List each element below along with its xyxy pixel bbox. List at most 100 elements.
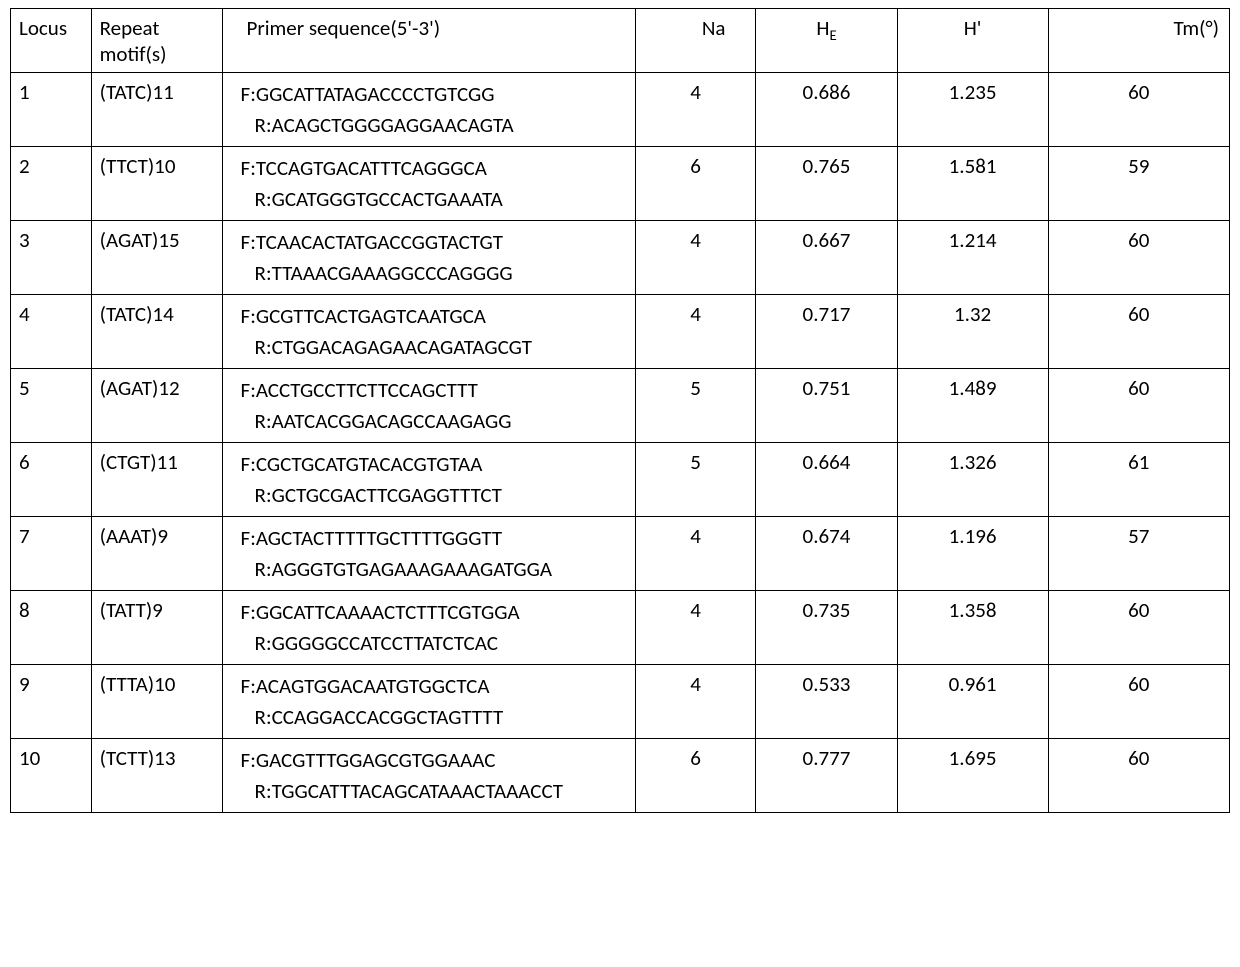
- col-header-na: Na: [635, 9, 756, 73]
- col-header-he: HE: [756, 9, 897, 73]
- primer-reverse: R:GCTGCGACTTCGAGGTTTCT: [241, 480, 627, 512]
- cell-motif: (AGAT)12: [91, 368, 222, 442]
- cell-hp: 1.214: [897, 220, 1048, 294]
- cell-motif: (TATT)9: [91, 590, 222, 664]
- col-header-motif-line2: motif(s): [100, 41, 167, 67]
- cell-primer: F:TCCAGTGACATTTCAGGGCA R:GCATGGGTGCCACTGA…: [222, 146, 635, 220]
- cell-he: 0.686: [756, 72, 897, 146]
- cell-he: 0.674: [756, 516, 897, 590]
- cell-hp: 1.695: [897, 738, 1048, 812]
- primer-reverse: R:TGGCATTTACAGCATAAACTAAACCT: [241, 776, 627, 808]
- cell-na: 4: [635, 220, 756, 294]
- cell-primer: F:GGCATTATAGACCCCTGTCGG R:ACAGCTGGGGAGGAA…: [222, 72, 635, 146]
- cell-motif: (TTCT)10: [91, 146, 222, 220]
- cell-he: 0.667: [756, 220, 897, 294]
- primer-reverse: R:TTAAACGAAAGGCCCAGGGG: [241, 258, 627, 290]
- primer-table: Locus Repeat motif(s) Primer sequence(5'…: [10, 8, 1230, 813]
- cell-na: 5: [635, 442, 756, 516]
- cell-locus: 4: [11, 294, 92, 368]
- cell-tm: 60: [1048, 368, 1229, 442]
- cell-motif: (AAAT)9: [91, 516, 222, 590]
- primer-forward: F:CGCTGCATGTACACGTGTAA: [241, 451, 483, 477]
- primer-reverse: R:CCAGGACCACGGCTAGTTTT: [241, 702, 627, 734]
- cell-primer: F:GGCATTCAAAACTCTTTCGTGGA R:GGGGGCCATCCTT…: [222, 590, 635, 664]
- primer-reverse: R:ACAGCTGGGGAGGAACAGTA: [241, 110, 627, 142]
- cell-na: 4: [635, 516, 756, 590]
- table-row: 9(TTTA)10 F:ACAGTGGACAATGTGGCTCA R:CCAGGAC…: [11, 664, 1230, 738]
- cell-hp: 1.358: [897, 590, 1048, 664]
- cell-locus: 8: [11, 590, 92, 664]
- primer-reverse: R:GGGGGCCATCCTTATCTCAC: [241, 628, 627, 660]
- cell-hp: 1.196: [897, 516, 1048, 590]
- cell-he: 0.765: [756, 146, 897, 220]
- col-header-motif: Repeat motif(s): [91, 9, 222, 73]
- cell-na: 6: [635, 146, 756, 220]
- cell-tm: 60: [1048, 664, 1229, 738]
- cell-locus: 1: [11, 72, 92, 146]
- cell-tm: 60: [1048, 220, 1229, 294]
- cell-na: 5: [635, 368, 756, 442]
- primer-reverse: R:AGGGTGTGAGAAAGAAAGATGGA: [241, 554, 627, 586]
- cell-na: 4: [635, 294, 756, 368]
- cell-primer: F:TCAACACTATGACCGGTACTGT R:TTAAACGAAAGGCC…: [222, 220, 635, 294]
- cell-hp: 1.581: [897, 146, 1048, 220]
- table-header-row: Locus Repeat motif(s) Primer sequence(5'…: [11, 9, 1230, 73]
- cell-tm: 61: [1048, 442, 1229, 516]
- primer-forward: F:ACAGTGGACAATGTGGCTCA: [241, 673, 490, 699]
- cell-locus: 9: [11, 664, 92, 738]
- primer-forward: F:GGCATTCAAAACTCTTTCGTGGA: [241, 599, 520, 625]
- cell-primer: F:GACGTTTGGAGCGTGGAAAC R:TGGCATTTACAGCATA…: [222, 738, 635, 812]
- col-header-motif-line1: Repeat: [100, 15, 160, 41]
- primer-forward: F:ACCTGCCTTCTTCCAGCTTT: [241, 377, 478, 403]
- table-row: 10(TCTT)13 F:GACGTTTGGAGCGTGGAAAC R:TGGCAT…: [11, 738, 1230, 812]
- col-header-tm: Tm(°): [1048, 9, 1229, 73]
- cell-hp: 1.32: [897, 294, 1048, 368]
- primer-reverse: R:GCATGGGTGCCACTGAAATA: [241, 184, 627, 216]
- cell-na: 4: [635, 590, 756, 664]
- table-row: 2(TTCT)10F:TCCAGTGACATTTCAGGGCAR:GCATGGG…: [11, 146, 1230, 220]
- cell-na: 4: [635, 72, 756, 146]
- table-row: 5(AGAT)12F:ACCTGCCTTCTTCCAGCTTTR:AATCACG…: [11, 368, 1230, 442]
- primer-forward: F:TCAACACTATGACCGGTACTGT: [241, 229, 503, 255]
- table-row: 8(TATT)9 F:GGCATTCAAAACTCTTTCGTGGA R:GGGGG…: [11, 590, 1230, 664]
- primer-forward: F:GACGTTTGGAGCGTGGAAAC: [241, 747, 496, 773]
- cell-hp: 1.489: [897, 368, 1048, 442]
- cell-na: 4: [635, 664, 756, 738]
- table-row: 4(TATC)14F:GCGTTCACTGAGTCAATGCAR:CTGGACA…: [11, 294, 1230, 368]
- cell-primer: F:ACCTGCCTTCTTCCAGCTTT R:AATCACGGACAGCCAA…: [222, 368, 635, 442]
- cell-primer: F:CGCTGCATGTACACGTGTAA R:GCTGCGACTTCGAGGT…: [222, 442, 635, 516]
- primer-reverse: R:AATCACGGACAGCCAAGAGG: [241, 406, 627, 438]
- cell-motif: (AGAT)15: [91, 220, 222, 294]
- cell-motif: (CTGT)11: [91, 442, 222, 516]
- primer-forward: F:AGCTACTTTTTGCTTTTGGGTT: [241, 525, 503, 551]
- cell-tm: 59: [1048, 146, 1229, 220]
- table-row: 6(CTGT)11 F:CGCTGCATGTACACGTGTAA R:GCTGCGA…: [11, 442, 1230, 516]
- primer-reverse: R:CTGGACAGAGAACAGATAGCGT: [241, 332, 627, 364]
- col-header-primer: Primer sequence(5'-3'): [222, 9, 635, 73]
- cell-primer: F:ACAGTGGACAATGTGGCTCA R:CCAGGACCACGGCTAG…: [222, 664, 635, 738]
- primer-forward: F:GGCATTATAGACCCCTGTCGG: [241, 81, 495, 107]
- cell-he: 0.777: [756, 738, 897, 812]
- page: Locus Repeat motif(s) Primer sequence(5'…: [0, 0, 1240, 833]
- cell-motif: (TTTA)10: [91, 664, 222, 738]
- table-row: 3(AGAT)15F:TCAACACTATGACCGGTACTGTR:TTAAA…: [11, 220, 1230, 294]
- cell-na: 6: [635, 738, 756, 812]
- cell-primer: F:GCGTTCACTGAGTCAATGCA R:CTGGACAGAGAACAGA…: [222, 294, 635, 368]
- cell-hp: 1.326: [897, 442, 1048, 516]
- cell-motif: (TATC)11: [91, 72, 222, 146]
- cell-locus: 7: [11, 516, 92, 590]
- cell-locus: 10: [11, 738, 92, 812]
- table-row: 7(AAAT)9 F:AGCTACTTTTTGCTTTTGGGTT R:AGGGTG…: [11, 516, 1230, 590]
- cell-he: 0.735: [756, 590, 897, 664]
- cell-tm: 60: [1048, 294, 1229, 368]
- cell-tm: 60: [1048, 590, 1229, 664]
- cell-motif: (TCTT)13: [91, 738, 222, 812]
- cell-hp: 1.235: [897, 72, 1048, 146]
- cell-locus: 5: [11, 368, 92, 442]
- cell-he: 0.533: [756, 664, 897, 738]
- table-body: 1(TATC)11 F:GGCATTATAGACCCCTGTCGG R:ACAGCT…: [11, 72, 1230, 812]
- primer-forward: F:GCGTTCACTGAGTCAATGCA: [241, 303, 486, 329]
- table-row: 1(TATC)11 F:GGCATTATAGACCCCTGTCGG R:ACAGCT…: [11, 72, 1230, 146]
- cell-locus: 6: [11, 442, 92, 516]
- primer-forward: F:TCCAGTGACATTTCAGGGCA: [241, 155, 487, 181]
